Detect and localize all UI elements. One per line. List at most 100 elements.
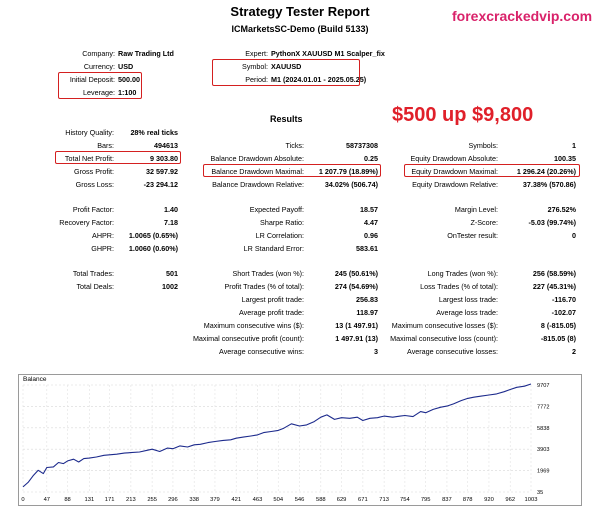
report-subtitle: ICMarketsSC-Demo (Build 5133) (231, 24, 369, 34)
ontester-label: OnTester result: (447, 231, 498, 240)
avg-cons-wins-label: Average consecutive wins: (219, 347, 304, 356)
profit-factor-label: Profit Factor: (72, 205, 114, 214)
largest-loss-label: Largest loss trade: (438, 295, 498, 304)
company-label: Company: (82, 49, 115, 58)
highlight-deposit-leverage (58, 72, 142, 99)
x-tick-label: 171 (105, 497, 115, 503)
currency-value: USD (118, 62, 134, 71)
lr-correlation-value: 0.96 (364, 231, 378, 240)
x-tick-label: 296 (168, 497, 178, 503)
margin-level-label: Margin Level: (454, 205, 498, 214)
x-tick-label: 463 (253, 497, 263, 503)
ticks-value: 58737308 (346, 141, 378, 150)
total-trades-label: Total Trades: (72, 269, 114, 278)
loss-trades-label: Loss Trades (% of total): (420, 282, 498, 291)
symbols-label: Symbols: (468, 141, 498, 150)
maximal-cons-loss-label: Maximal consecutive loss (count): (390, 334, 498, 343)
x-tick-label: 878 (463, 497, 473, 503)
largest-profit-value: 256.83 (356, 295, 378, 304)
x-tick-label: 338 (189, 497, 199, 503)
history-quality-label: History Quality: (65, 128, 114, 137)
balance-series-line (22, 383, 532, 488)
loss-trades-value: 227 (45.31%) (532, 282, 576, 291)
max-cons-losses-label: Maximum consecutive losses ($): (391, 321, 498, 330)
zscore-value: -5.03 (99.74%) (528, 218, 576, 227)
highlight-net-profit (55, 151, 181, 164)
x-tick-label: 213 (126, 497, 136, 503)
leverage-value: 1:100 (118, 88, 137, 97)
avg-loss-value: -102.07 (551, 308, 576, 317)
avg-cons-wins-value: 3 (374, 347, 378, 356)
currency-label: Currency: (83, 62, 115, 71)
watermark-text: forexcrackedvip.com (452, 8, 593, 24)
eq-dd-max-label: Equity Drawdown Maximal: (411, 167, 498, 176)
net-profit-label: Total Net Profit: (64, 154, 114, 163)
bal-dd-max-value: 1 207.79 (18.89%) (318, 167, 378, 176)
y-tick-label: 9707 (537, 383, 549, 389)
x-tick-label: 837 (442, 497, 452, 503)
avg-profit-value: 118.97 (356, 308, 378, 317)
bars-value: 494613 (154, 141, 178, 150)
x-tick-label: 713 (379, 497, 389, 503)
report-title: Strategy Tester Report (230, 4, 370, 19)
lr-std-error-value: 583.61 (356, 244, 378, 253)
largest-profit-label: Largest profit trade: (241, 295, 304, 304)
max-cons-losses-value: 8 (-815.05) (540, 321, 576, 330)
total-deals-value: 1002 (162, 282, 178, 291)
recovery-factor-label: Recovery Factor: (59, 218, 114, 227)
expected-payoff-value: 18.57 (360, 205, 378, 214)
ahpr-value: 1.0065 (0.65%) (128, 231, 178, 240)
period-label: Period: (245, 75, 268, 84)
chart-title: Balance (23, 376, 47, 383)
bal-dd-abs-label: Balance Drawdown Absolute: (210, 154, 305, 163)
x-tick-label: 588 (316, 497, 326, 503)
expert-label: Expert: (245, 49, 268, 58)
long-trades-label: Long Trades (won %): (427, 269, 498, 278)
x-tick-label: 255 (147, 497, 157, 503)
highlight-symbol-period (212, 59, 360, 86)
maximal-cons-loss-value: -815.05 (8) (540, 334, 576, 343)
y-tick-label: 35 (537, 490, 543, 496)
ontester-value: 0 (572, 231, 576, 240)
maximal-cons-profit-label: Maximal consecutive profit (count): (192, 334, 304, 343)
x-tick-label: 754 (400, 497, 410, 503)
net-profit-value: 9 303.80 (150, 154, 178, 163)
recovery-factor-value: 7.18 (164, 218, 178, 227)
total-trades-value: 501 (166, 269, 178, 278)
long-trades-value: 256 (58.59%) (532, 269, 576, 278)
ghpr-value: 1.0060 (0.60%) (128, 244, 178, 253)
margin-level-value: 276.52% (547, 205, 576, 214)
max-cons-wins-value: 13 (1 497.91) (335, 321, 378, 330)
total-deals-label: Total Deals: (76, 282, 114, 291)
x-tick-label: 47 (44, 497, 50, 503)
sharpe-label: Sharpe Ratio: (260, 218, 304, 227)
balance-chart: Balance 9707 7772 5838 3903 1969 35 0 47 88 131 17… (18, 374, 582, 506)
gross-profit-label: Gross Profit: (74, 167, 114, 176)
y-tick-label: 5838 (537, 426, 549, 432)
gross-loss-label: Gross Loss: (75, 180, 114, 189)
bal-dd-rel-value: 34.02% (506.74) (324, 180, 378, 189)
avg-cons-losses-label: Average consecutive losses: (407, 347, 498, 356)
x-tick-label: 131 (85, 497, 95, 503)
eq-dd-rel-value: 37.38% (570.86) (522, 180, 576, 189)
x-tick-label: 0 (21, 497, 24, 503)
x-tick-label: 88 (64, 497, 70, 503)
lr-std-error-label: LR Standard Error: (243, 244, 304, 253)
symbol-value: XAUUSD (271, 62, 302, 71)
y-tick-label: 3903 (537, 447, 549, 453)
eq-dd-abs-value: 100.35 (554, 154, 576, 163)
x-tick-label: 1003 (525, 497, 538, 503)
history-quality-value: 28% real ticks (130, 128, 178, 137)
x-tick-label: 671 (358, 497, 368, 503)
balance-chart-svg: 9707 7772 5838 3903 1969 35 0 47 88 131 171 213 255 2… (21, 383, 549, 503)
gross-profit-value: 32 597.92 (146, 167, 178, 176)
expert-value: PythonX XAUUSD M1 Scalper_fix (271, 49, 385, 58)
bal-dd-rel-label: Balance Drawdown Relative: (212, 180, 304, 189)
deposit-label: Initial Deposit: (69, 75, 115, 84)
highlight-equity-drawdown (404, 164, 580, 177)
x-tick-label: 504 (273, 497, 283, 503)
bars-label: Bars: (97, 141, 114, 150)
max-cons-wins-label: Maximum consecutive wins ($): (203, 321, 304, 330)
expected-payoff-label: Expected Payoff: (249, 205, 304, 214)
ticks-label: Ticks: (285, 141, 305, 150)
